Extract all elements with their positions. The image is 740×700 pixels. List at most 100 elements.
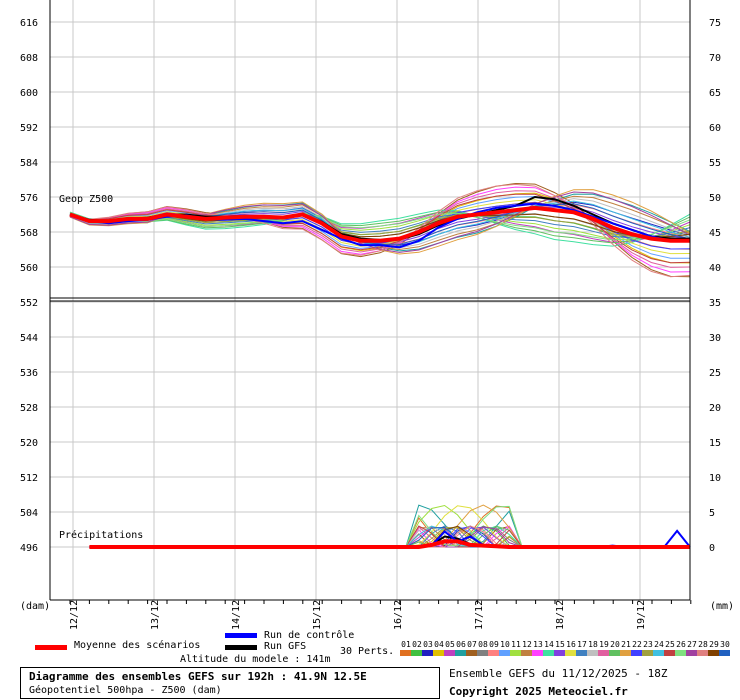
perturbation-line	[69, 212, 691, 241]
perturbation-line	[69, 213, 691, 238]
pert-number: 28	[698, 640, 708, 649]
y-left-tick-label: 592	[20, 123, 38, 134]
y-left-tick-label: 608	[20, 53, 38, 64]
caption-subtitle: Géopotentiel 500hpa - Z500 (dam)	[29, 685, 222, 696]
x-tick-label: 14/12	[231, 600, 242, 630]
pert-color-swatch	[499, 650, 510, 656]
pert-color-swatch	[609, 650, 620, 656]
pert-number: 13	[533, 640, 543, 649]
pert-number: 14	[544, 640, 554, 649]
pert-number: 24	[654, 640, 664, 649]
pert-color-swatch	[587, 650, 598, 656]
pert-number: 16	[566, 640, 576, 649]
pert-number: 22	[632, 640, 642, 649]
series-line-0	[69, 205, 690, 243]
pert-color-swatch	[400, 650, 411, 656]
pert-color-swatch	[444, 650, 455, 656]
main-series-lines	[69, 195, 691, 549]
pert-color-swatch	[576, 650, 587, 656]
pert-color-swatch	[598, 650, 609, 656]
pert-number: 18	[588, 640, 598, 649]
y-left-tick-label: 616	[20, 18, 38, 29]
pert-number: 02	[412, 640, 422, 649]
y-right-tick-label: 50	[709, 193, 721, 204]
x-tick-label: 19/12	[636, 600, 647, 630]
y-right-tick-label: 65	[709, 88, 721, 99]
mean-legend-swatch	[35, 645, 67, 650]
control-legend-label: Run de contrôle	[264, 630, 355, 641]
y-left-tick-label: 600	[20, 88, 38, 99]
x-tick-label: 15/12	[312, 600, 323, 630]
y-left-tick-label: 504	[20, 508, 38, 519]
pert-number: 03	[423, 640, 433, 649]
pert-color-swatch	[565, 650, 576, 656]
pert-color-swatch	[686, 650, 697, 656]
chart-grid	[50, 0, 690, 600]
chart-axes	[49, 0, 692, 604]
pert-number: 21	[621, 640, 631, 649]
pert-color-swatch	[708, 650, 719, 656]
pert-number: 07	[467, 640, 477, 649]
perturbation-line	[69, 212, 691, 239]
pert-number: 27	[687, 640, 697, 649]
y-right-tick-label: 0	[709, 543, 715, 554]
y-left-tick-label: 512	[20, 473, 38, 484]
perturbation-line	[69, 212, 691, 241]
pert-number: 04	[434, 640, 444, 649]
pert-color-swatch	[642, 650, 653, 656]
y-left-unit: (dam)	[20, 601, 51, 612]
pert-number: 12	[522, 640, 532, 649]
perturbation-line	[69, 211, 691, 244]
caption-title: Diagramme des ensembles GEFS sur 192h : …	[29, 670, 367, 683]
y-left-tick-label: 528	[20, 403, 38, 414]
pert-color-swatch	[521, 650, 532, 656]
y-left-tick-label: 584	[20, 158, 38, 169]
run-info: Ensemble GEFS du 11/12/2025 - 18Z	[449, 667, 668, 680]
pert-number: 25	[665, 640, 675, 649]
control-legend-swatch	[225, 633, 257, 638]
y-right-tick-label: 20	[709, 403, 721, 414]
pert-number: 19	[599, 640, 609, 649]
y-right-tick-label: 10	[709, 473, 721, 484]
y-left-tick-label: 536	[20, 368, 38, 379]
pert-number: 30	[720, 640, 730, 649]
gfs-legend-swatch	[225, 645, 257, 650]
pert-color-swatch	[664, 650, 675, 656]
pert-number: 15	[555, 640, 565, 649]
pert-number: 10	[500, 640, 510, 649]
pert-number: 20	[610, 640, 620, 649]
altitude-text: Altitude du modele : 141m	[180, 654, 331, 665]
pert-number: 17	[577, 640, 587, 649]
pert-color-swatch	[543, 650, 554, 656]
y-right-tick-label: 15	[709, 438, 721, 449]
y-left-tick-label: 560	[20, 263, 38, 274]
caption-box: Diagramme des ensembles GEFS sur 192h : …	[20, 667, 440, 699]
pert-color-swatch	[466, 650, 477, 656]
pert-number: 11	[511, 640, 521, 649]
y-right-tick-label: 30	[709, 333, 721, 344]
copyright-text: Copyright 2025 Meteociel.fr	[449, 685, 628, 698]
pert-color-swatch	[653, 650, 664, 656]
pert-color-swatch	[510, 650, 521, 656]
y-left-tick-label: 552	[20, 298, 38, 309]
y-right-tick-label: 40	[709, 263, 721, 274]
pert-color-swatch	[554, 650, 565, 656]
pert-color-swatch	[719, 650, 730, 656]
perts-label: 30 Perts.	[340, 646, 395, 657]
y-left-tick-label: 496	[20, 543, 38, 554]
y-right-unit: (mm)	[710, 601, 735, 612]
y-right-tick-label: 5	[709, 508, 715, 519]
pert-number: 05	[445, 640, 455, 649]
y-right-tick-label: 70	[709, 53, 721, 64]
precip-line-0	[89, 539, 690, 549]
pert-color-swatch	[411, 650, 422, 656]
y-right-tick-label: 45	[709, 228, 721, 239]
x-tick-label: 17/12	[474, 600, 485, 630]
pert-number: 08	[478, 640, 488, 649]
pert-color-swatch	[433, 650, 444, 656]
precip-line-1	[89, 529, 691, 548]
y-right-tick-label: 60	[709, 123, 721, 134]
y-right-tick-label: 55	[709, 158, 721, 169]
pert-color-swatch	[675, 650, 686, 656]
